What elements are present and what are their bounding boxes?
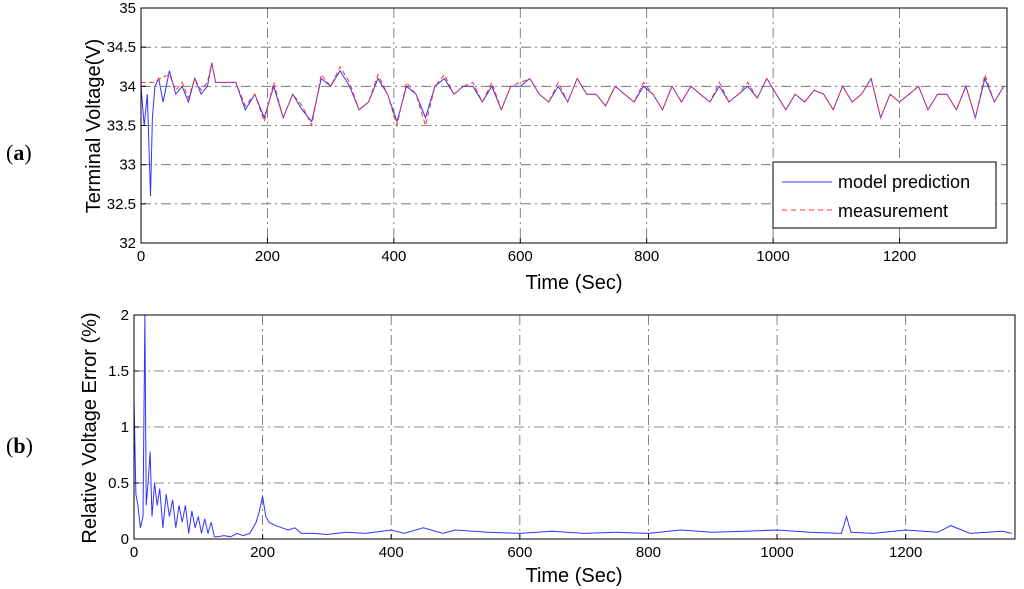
x-tick-label: 400 bbox=[381, 248, 406, 265]
x-axis-label-b: Time (Sec) bbox=[525, 565, 622, 587]
x-tick-label: 800 bbox=[634, 248, 659, 265]
y-ticks-a: 32 32.5 33 33.5 34 34.5 35 bbox=[107, 0, 146, 252]
legend-label-model: model prediction bbox=[838, 172, 970, 192]
panel-label-a: (a) bbox=[6, 140, 32, 165]
y-tick-label: 1 bbox=[121, 419, 129, 436]
x-tick-label: 1000 bbox=[760, 544, 793, 561]
x-ticks-a: 0 200 400 600 800 1000 1200 bbox=[137, 238, 916, 265]
series-line-error bbox=[133, 314, 1012, 538]
y-tick-label: 34 bbox=[119, 78, 136, 95]
y-tick-label: 32.5 bbox=[107, 196, 136, 213]
y-tick-label: 0 bbox=[121, 531, 129, 548]
y-tick-label: 33 bbox=[119, 157, 136, 174]
x-ticks-b: 0 200 400 600 800 1000 1200 bbox=[130, 534, 922, 561]
x-tick-label: 200 bbox=[250, 544, 275, 561]
y-ticks-b: 0 0.5 1 1.5 2 bbox=[108, 307, 139, 548]
series-line-measurement bbox=[141, 62, 1005, 128]
x-tick-label: 0 bbox=[130, 544, 138, 561]
y-tick-label: 35 bbox=[119, 0, 136, 17]
x-tick-label: 600 bbox=[507, 544, 532, 561]
y-tick-label: 1.5 bbox=[108, 363, 129, 380]
legend-label-measurement: measurement bbox=[838, 201, 948, 221]
x-tick-label: 800 bbox=[636, 544, 661, 561]
x-tick-label: 200 bbox=[255, 248, 280, 265]
x-tick-label: 1200 bbox=[889, 544, 922, 561]
panel-label-b: (b) bbox=[6, 433, 33, 458]
grid-b bbox=[134, 315, 1015, 539]
y-axis-label-a: Terminal Voltage(V) bbox=[83, 39, 105, 214]
legend: model prediction measurement bbox=[772, 161, 997, 229]
series-b bbox=[133, 314, 1012, 538]
chart-panel-b: (b) 0 200 400 600 800 1000 1200 0 0.5 1 1.5 2 Time… bbox=[6, 307, 1016, 587]
series-a bbox=[140, 62, 1005, 197]
x-tick-label: 400 bbox=[379, 544, 404, 561]
y-tick-label: 2 bbox=[121, 307, 129, 324]
y-tick-label: 34.5 bbox=[107, 39, 136, 56]
x-tick-label: 1200 bbox=[883, 248, 916, 265]
x-tick-label: 600 bbox=[508, 248, 533, 265]
y-axis-label-b: Relative Voltage Error (%) bbox=[79, 312, 101, 543]
x-tick-label: 1000 bbox=[756, 248, 789, 265]
y-tick-label: 33.5 bbox=[107, 118, 136, 135]
y-tick-label: 32 bbox=[119, 235, 136, 252]
chart-panel-a: (a) 0 200 400 600 800 1000 1200 32 32.5 33 33.5 34… bbox=[6, 0, 1008, 294]
legend-box bbox=[772, 161, 997, 229]
y-tick-label: 0.5 bbox=[108, 475, 129, 492]
x-tick-label: 0 bbox=[137, 248, 145, 265]
x-axis-label-a: Time (Sec) bbox=[525, 272, 622, 294]
